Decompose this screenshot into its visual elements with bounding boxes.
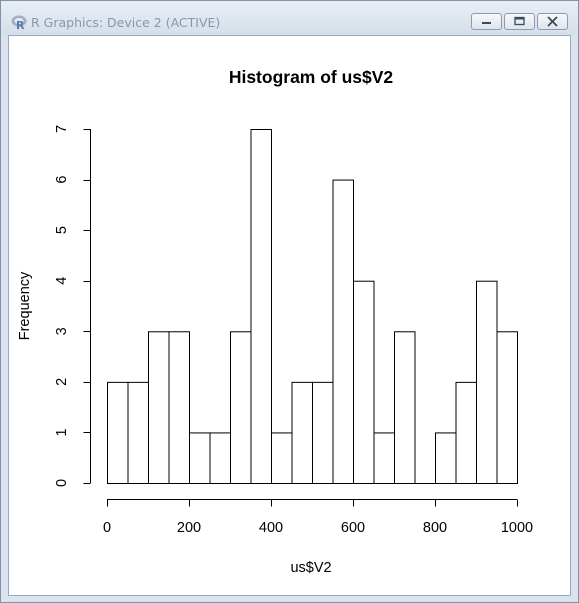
y-axis: 0 1 2 3 4 5 6 7	[54, 125, 91, 487]
chart-title: Histogram of us$V2	[229, 67, 394, 87]
histogram-bar	[373, 432, 395, 484]
plot-area: Histogram of us$V2 us$V2 Frequency 0 200 4…	[8, 35, 571, 596]
title-bar[interactable]: R R Graphics: Device 2 (ACTIVE)	[1, 1, 578, 35]
maximize-icon	[514, 16, 525, 26]
maximize-button[interactable]	[504, 13, 535, 30]
y-tick-label: 6	[54, 176, 70, 184]
minimize-button[interactable]	[471, 13, 502, 30]
y-tick-label: 1	[54, 428, 70, 436]
histogram-bar	[291, 381, 313, 485]
x-tick-label: 600	[341, 520, 365, 536]
histogram-bar	[312, 381, 334, 485]
x-tick-label: 0	[103, 520, 111, 536]
close-icon	[547, 16, 558, 27]
x-tick-label: 800	[423, 520, 447, 536]
x-tick-label: 400	[259, 520, 283, 536]
histogram-bar	[148, 331, 170, 484]
y-axis-label: Frequency	[17, 271, 33, 340]
histogram-bar	[455, 381, 477, 485]
histogram-bar	[496, 331, 518, 484]
y-tick-label: 5	[54, 226, 70, 234]
x-axis-label: us$V2	[290, 560, 331, 576]
histogram-chart: Histogram of us$V2 us$V2 Frequency 0 200 4…	[17, 67, 533, 576]
y-tick-label: 7	[54, 125, 70, 133]
window-title: R Graphics: Device 2 (ACTIVE)	[31, 15, 221, 30]
bars-group	[107, 129, 518, 485]
minimize-icon	[482, 22, 491, 24]
close-button[interactable]	[537, 13, 568, 30]
histogram-bar	[127, 381, 149, 485]
svg-text:R: R	[16, 19, 25, 30]
histogram-bar	[168, 331, 190, 484]
histogram-bar	[250, 129, 272, 484]
r-logo-icon: R	[11, 14, 27, 32]
x-axis: 0 200 400 600 800 1000	[103, 499, 533, 536]
histogram-bar	[189, 432, 211, 484]
y-tick-label: 4	[54, 277, 70, 285]
histogram-bar	[107, 381, 129, 485]
histogram-bar	[271, 432, 293, 484]
y-tick-label: 3	[54, 327, 70, 335]
histogram-bar	[435, 432, 457, 484]
histogram-bar	[209, 432, 231, 484]
x-tick-label: 200	[177, 520, 201, 536]
x-tick-label: 1000	[501, 520, 533, 536]
histogram-bar	[394, 331, 416, 484]
y-tick-label: 2	[54, 378, 70, 386]
histogram-bar	[230, 331, 252, 484]
y-tick-label: 0	[54, 479, 70, 487]
histogram-bar	[332, 179, 354, 484]
histogram-bar	[353, 280, 375, 484]
histogram-bar	[476, 280, 498, 484]
